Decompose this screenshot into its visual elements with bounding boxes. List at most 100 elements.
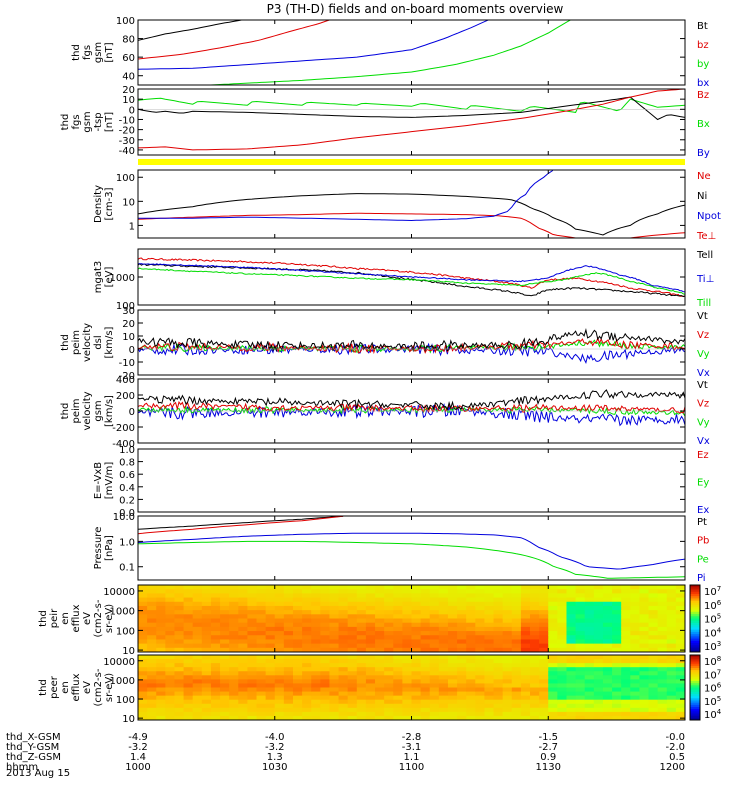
spectrogram-cell	[457, 667, 467, 672]
spectrogram-cell	[621, 589, 631, 594]
spectrogram-cell	[393, 639, 403, 645]
spectrogram-cell	[457, 631, 467, 636]
spectrogram-cell	[302, 671, 312, 676]
spectrogram-cell	[265, 683, 276, 689]
spectrogram-cell	[265, 687, 276, 693]
spectrogram-cell	[302, 635, 312, 641]
spectrogram-cell	[420, 667, 431, 672]
colorbar-segment	[690, 707, 700, 710]
spectrogram-cell	[648, 659, 659, 664]
spectrogram-cell	[183, 691, 194, 697]
spectrogram-cell	[320, 639, 331, 645]
spectrogram-cell	[174, 691, 185, 697]
spectrogram-cell	[612, 614, 622, 620]
spectrogram-cell	[639, 663, 650, 668]
spectrogram-cell	[411, 695, 422, 701]
spectrogram-cell	[238, 622, 248, 628]
spectrogram-cell	[675, 655, 685, 660]
spectrogram-cell	[621, 687, 631, 693]
spectrogram-cell	[621, 626, 631, 632]
spectrogram-cell	[265, 663, 276, 668]
spectrogram-cell	[201, 614, 212, 620]
spectrogram-cell	[466, 715, 476, 720]
legend-entry: Vt	[697, 311, 708, 322]
x-axis-value: 1030	[262, 762, 287, 773]
spectrogram-cell	[320, 647, 331, 652]
spectrogram-cell	[238, 715, 248, 720]
spectrogram-cell	[429, 585, 440, 590]
spectrogram-cell	[539, 699, 549, 705]
spectrogram-cell	[639, 585, 650, 590]
spectrogram-cell	[356, 643, 367, 649]
spectrogram-cell	[192, 667, 203, 672]
spectrogram-cell	[210, 631, 221, 636]
spectrogram-cell	[621, 585, 631, 590]
spectrogram-cell	[584, 691, 595, 697]
spectrogram-cell	[220, 643, 230, 649]
spectrogram-cell	[575, 639, 586, 645]
spectrogram-cell	[511, 655, 522, 660]
series-bz	[138, 89, 685, 151]
spectrogram-cell	[457, 597, 467, 603]
spectrogram-cell	[648, 639, 659, 645]
x-axis-value: 1100	[399, 762, 424, 773]
spectrogram-cell	[292, 601, 303, 607]
spectrogram-cell	[511, 675, 522, 680]
spectrogram-cell	[648, 667, 659, 672]
spectrogram-cell	[302, 667, 312, 672]
spectrogram-cell	[511, 643, 522, 649]
spectrogram-cell	[229, 622, 239, 628]
spectrogram-cell	[402, 618, 413, 624]
y-axis-label: thd	[71, 44, 82, 61]
spectrogram-cell	[429, 675, 440, 680]
spectrogram-cell	[329, 711, 340, 717]
spectrogram-cell	[311, 610, 321, 615]
legend-entry: Ne	[697, 171, 711, 182]
spectrogram-cell	[630, 631, 641, 636]
spectrogram-cell	[420, 695, 431, 701]
spectrogram-cell	[229, 703, 239, 709]
colorbar-label: 108	[704, 655, 721, 668]
spectrogram-cell	[602, 647, 613, 652]
series-pt	[138, 516, 344, 530]
y-tick-label: 1.0	[119, 537, 135, 548]
spectrogram-cell	[174, 618, 185, 624]
spectrogram-cell	[156, 659, 166, 664]
spectrogram-cell	[630, 639, 641, 645]
spectrogram-cell	[156, 601, 166, 607]
legend-entry: By	[697, 148, 710, 159]
spectrogram-cell	[183, 655, 194, 660]
spectrogram-cell	[393, 711, 403, 717]
x-axis-row-label: thd_X-GSM	[6, 732, 61, 743]
spectrogram-cell	[393, 659, 403, 664]
spectrogram-cell	[548, 585, 558, 590]
spectrogram-cell	[539, 626, 549, 632]
spectrogram-cell	[466, 614, 476, 620]
spectrogram-cell	[612, 631, 622, 636]
spectrogram-cell	[375, 597, 385, 603]
spectrogram-cell	[156, 707, 166, 713]
spectrogram-cell	[612, 655, 622, 660]
spectrogram-cell	[657, 593, 668, 599]
spectrogram-cell	[183, 675, 194, 680]
spectrogram-cell	[174, 647, 185, 652]
spectrogram-cell	[438, 675, 449, 680]
spectrogram-cell	[502, 626, 513, 632]
colorbar-segment	[690, 627, 700, 631]
spectrogram-cell	[484, 699, 495, 705]
spectrogram-cell	[584, 687, 595, 693]
spectrogram-cell	[192, 663, 203, 668]
colorbar-segment	[690, 620, 700, 624]
spectrogram-cell	[292, 614, 303, 620]
y-tick-label: 0	[129, 105, 135, 116]
spectrogram-cell	[138, 695, 148, 701]
spectrogram-cell	[666, 635, 677, 641]
spectrogram-cell	[648, 618, 659, 624]
spectrogram-cell	[621, 631, 631, 636]
spectrogram-cell	[365, 667, 376, 672]
spectrogram-cell	[220, 622, 230, 628]
spectrogram-cell	[612, 643, 622, 649]
spectrogram-cell	[302, 643, 312, 649]
spectrogram-cell	[648, 610, 659, 615]
